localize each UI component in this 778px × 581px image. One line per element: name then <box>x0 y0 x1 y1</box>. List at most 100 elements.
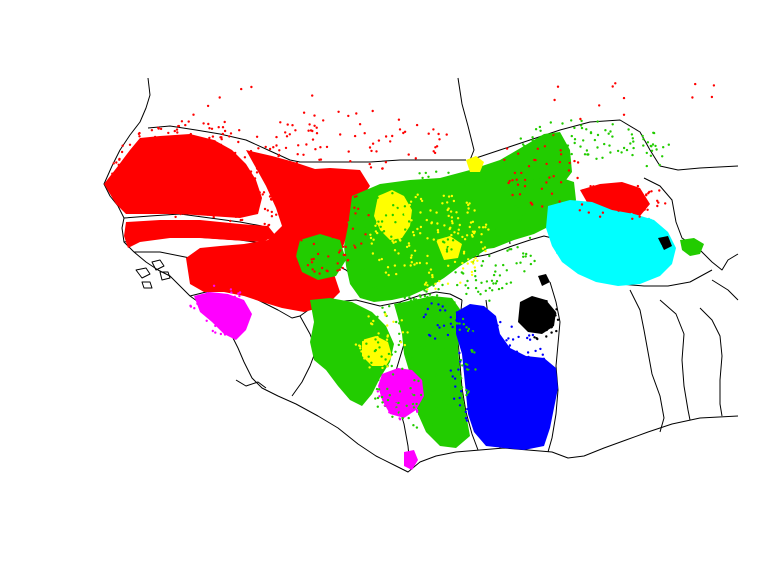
map-point <box>264 145 267 149</box>
map-point <box>173 129 176 133</box>
map-point <box>429 234 432 238</box>
region-guinea-red <box>186 258 340 312</box>
map-point <box>173 200 177 203</box>
map-point <box>214 324 217 328</box>
map-point <box>376 315 379 318</box>
map-point <box>482 362 486 366</box>
map-point <box>393 267 396 271</box>
map-point <box>580 119 583 123</box>
map-point <box>347 114 350 118</box>
map-point <box>278 162 281 165</box>
map-point <box>474 187 477 191</box>
map-point <box>219 160 222 163</box>
map-point <box>223 203 227 207</box>
map-point <box>150 129 154 132</box>
map-point <box>445 248 449 251</box>
map-point <box>408 374 412 378</box>
map-point <box>592 185 595 188</box>
map-point <box>202 122 205 125</box>
map-point <box>380 186 383 190</box>
map-point <box>212 215 215 219</box>
map-point <box>427 132 430 135</box>
map-point <box>410 233 413 237</box>
map-point <box>480 177 483 180</box>
map-point <box>285 135 289 138</box>
map-point <box>456 381 459 384</box>
map-point <box>353 206 356 209</box>
map-point <box>569 225 573 228</box>
map-point <box>413 203 416 206</box>
map-point <box>430 423 433 426</box>
map-point <box>182 212 185 215</box>
map-point <box>315 194 318 197</box>
map-point <box>419 270 423 274</box>
map-point <box>411 231 415 234</box>
map-point <box>418 413 421 416</box>
map-point <box>418 172 421 175</box>
map-point <box>461 267 465 270</box>
map-point <box>384 214 388 217</box>
map-point <box>583 193 586 196</box>
map-point <box>435 211 438 214</box>
map-point <box>631 153 634 157</box>
map-point <box>211 135 215 138</box>
map-point <box>565 235 569 239</box>
map-point <box>514 205 518 208</box>
map-point <box>330 200 333 203</box>
map-point <box>117 163 120 166</box>
map-point <box>402 131 405 135</box>
map-point <box>651 143 655 146</box>
map-point <box>222 208 225 211</box>
map-point <box>370 149 373 153</box>
map-point <box>446 308 450 311</box>
map-point <box>383 286 387 289</box>
map-point <box>432 225 435 229</box>
map-point <box>458 396 461 400</box>
map-point <box>432 284 435 287</box>
map-point <box>507 181 510 185</box>
map-point <box>389 140 392 143</box>
map-point <box>654 144 657 148</box>
map-point <box>470 399 473 402</box>
map-point <box>379 223 382 226</box>
map-point <box>559 222 563 225</box>
map-point <box>180 120 184 123</box>
map-point <box>383 389 386 392</box>
map-point <box>367 222 370 225</box>
map-point <box>480 233 483 236</box>
map-point <box>438 314 441 317</box>
map-point <box>605 246 609 249</box>
map-point <box>424 171 427 175</box>
map-point <box>468 384 472 387</box>
map-point <box>469 221 473 224</box>
map-point <box>404 302 407 305</box>
map-point <box>533 259 536 263</box>
map-point <box>511 193 514 197</box>
map-point <box>649 218 652 222</box>
map-point <box>377 220 380 223</box>
map-point <box>281 234 284 237</box>
map-point <box>481 176 485 179</box>
map-point <box>467 258 470 261</box>
map-point <box>376 390 379 393</box>
map-point <box>424 407 427 410</box>
map-point <box>540 187 544 190</box>
map-point <box>377 139 381 142</box>
map-point <box>417 180 421 183</box>
map-point <box>275 248 278 251</box>
map-point <box>449 316 452 319</box>
map-point <box>225 179 228 182</box>
map-point <box>457 228 460 231</box>
map-point <box>272 146 275 149</box>
map-point <box>589 131 593 135</box>
map-point <box>488 254 491 258</box>
map-point <box>457 368 460 371</box>
map-point <box>601 211 605 214</box>
map-point <box>517 205 520 208</box>
map-point <box>449 410 452 414</box>
map-point <box>428 402 431 405</box>
map-point <box>388 411 391 414</box>
map-point <box>390 235 393 238</box>
map-point <box>407 242 411 245</box>
map-point <box>468 202 471 205</box>
